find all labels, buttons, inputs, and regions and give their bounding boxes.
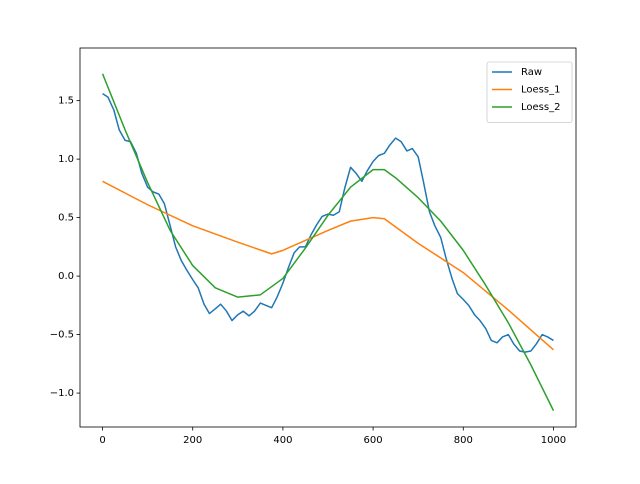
y-tick-label: 0.5: [58, 213, 74, 224]
legend-label: Raw: [521, 67, 542, 78]
y-tick-label: 1.0: [58, 154, 74, 165]
x-tick-label: 400: [273, 435, 292, 446]
legend-label: Loess_2: [521, 102, 560, 113]
x-tick-label: 200: [183, 435, 202, 446]
y-tick-label: −1.0: [50, 388, 74, 399]
plot-frame: [79, 47, 577, 428]
x-tick-label: 800: [454, 435, 473, 446]
legend-label: Loess_1: [521, 85, 560, 96]
line: [101, 73, 555, 411]
x-tick-label: 1000: [541, 435, 566, 446]
y-tick-label: 1.5: [58, 96, 74, 107]
line: [102, 180, 554, 351]
y-tick-label: 0.0: [58, 271, 74, 282]
x-tick-label: 0: [99, 435, 105, 446]
x-tick-label: 600: [364, 435, 383, 446]
y-tick-label: −0.5: [50, 330, 74, 341]
